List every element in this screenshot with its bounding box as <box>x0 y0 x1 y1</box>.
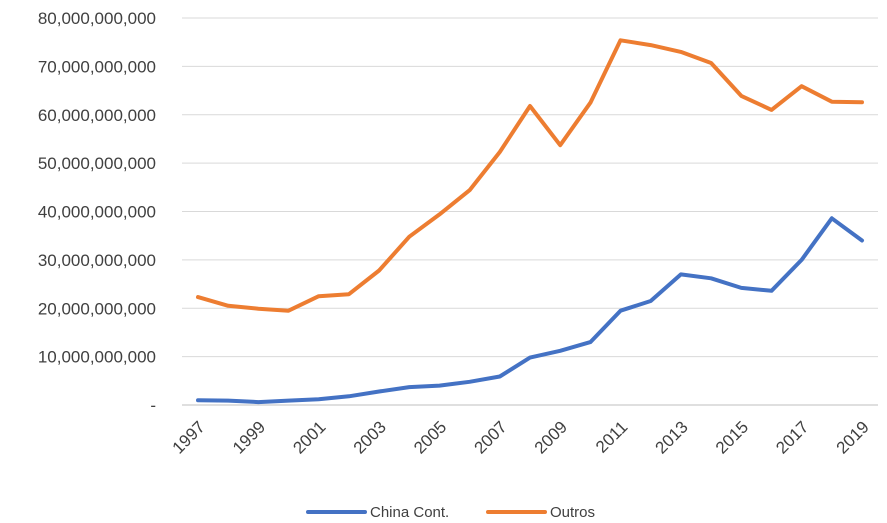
series-line-china-cont <box>196 216 864 405</box>
y-tick-label: 60,000,000,000 <box>38 106 156 125</box>
x-tick-label: 2007 <box>470 417 510 457</box>
grid-lines <box>182 17 878 406</box>
y-axis-tick-labels: - 10,000,000,000 20,000,000,000 30,000,000,… <box>38 9 156 415</box>
y-tick-label: 30,000,000,000 <box>38 251 156 270</box>
x-tick-label: 2003 <box>350 417 390 457</box>
x-tick-label: 2013 <box>652 417 692 457</box>
x-tick-label: 2009 <box>531 417 571 457</box>
x-tick-label: 2015 <box>712 417 752 457</box>
x-tick-label: 2005 <box>410 417 450 457</box>
y-tick-label: 10,000,000,000 <box>38 348 156 367</box>
y-tick-label: 80,000,000,000 <box>38 9 156 28</box>
x-tick-label: 2017 <box>772 417 812 457</box>
y-tick-label: 70,000,000,000 <box>38 57 156 76</box>
legend: China Cont. Outros <box>306 504 595 521</box>
legend-label: Outros <box>550 504 595 521</box>
y-tick-label: - <box>150 396 156 415</box>
legend-label: China Cont. <box>370 504 449 521</box>
x-tick-label: 2001 <box>289 417 329 457</box>
y-tick-label: 50,000,000,000 <box>38 154 156 173</box>
x-tick-label: 1999 <box>229 417 269 457</box>
x-tick-label: 1997 <box>169 417 209 457</box>
x-tick-label: 2019 <box>833 417 873 457</box>
series-lines <box>196 38 864 405</box>
x-axis-tick-labels: 1997 1999 2001 2003 2005 2007 2009 2011 2013 2015… <box>169 417 873 457</box>
x-tick-label: 2011 <box>592 417 631 456</box>
series-line-outros <box>196 38 864 313</box>
y-tick-label: 40,000,000,000 <box>38 203 156 222</box>
y-tick-label: 20,000,000,000 <box>38 299 156 318</box>
